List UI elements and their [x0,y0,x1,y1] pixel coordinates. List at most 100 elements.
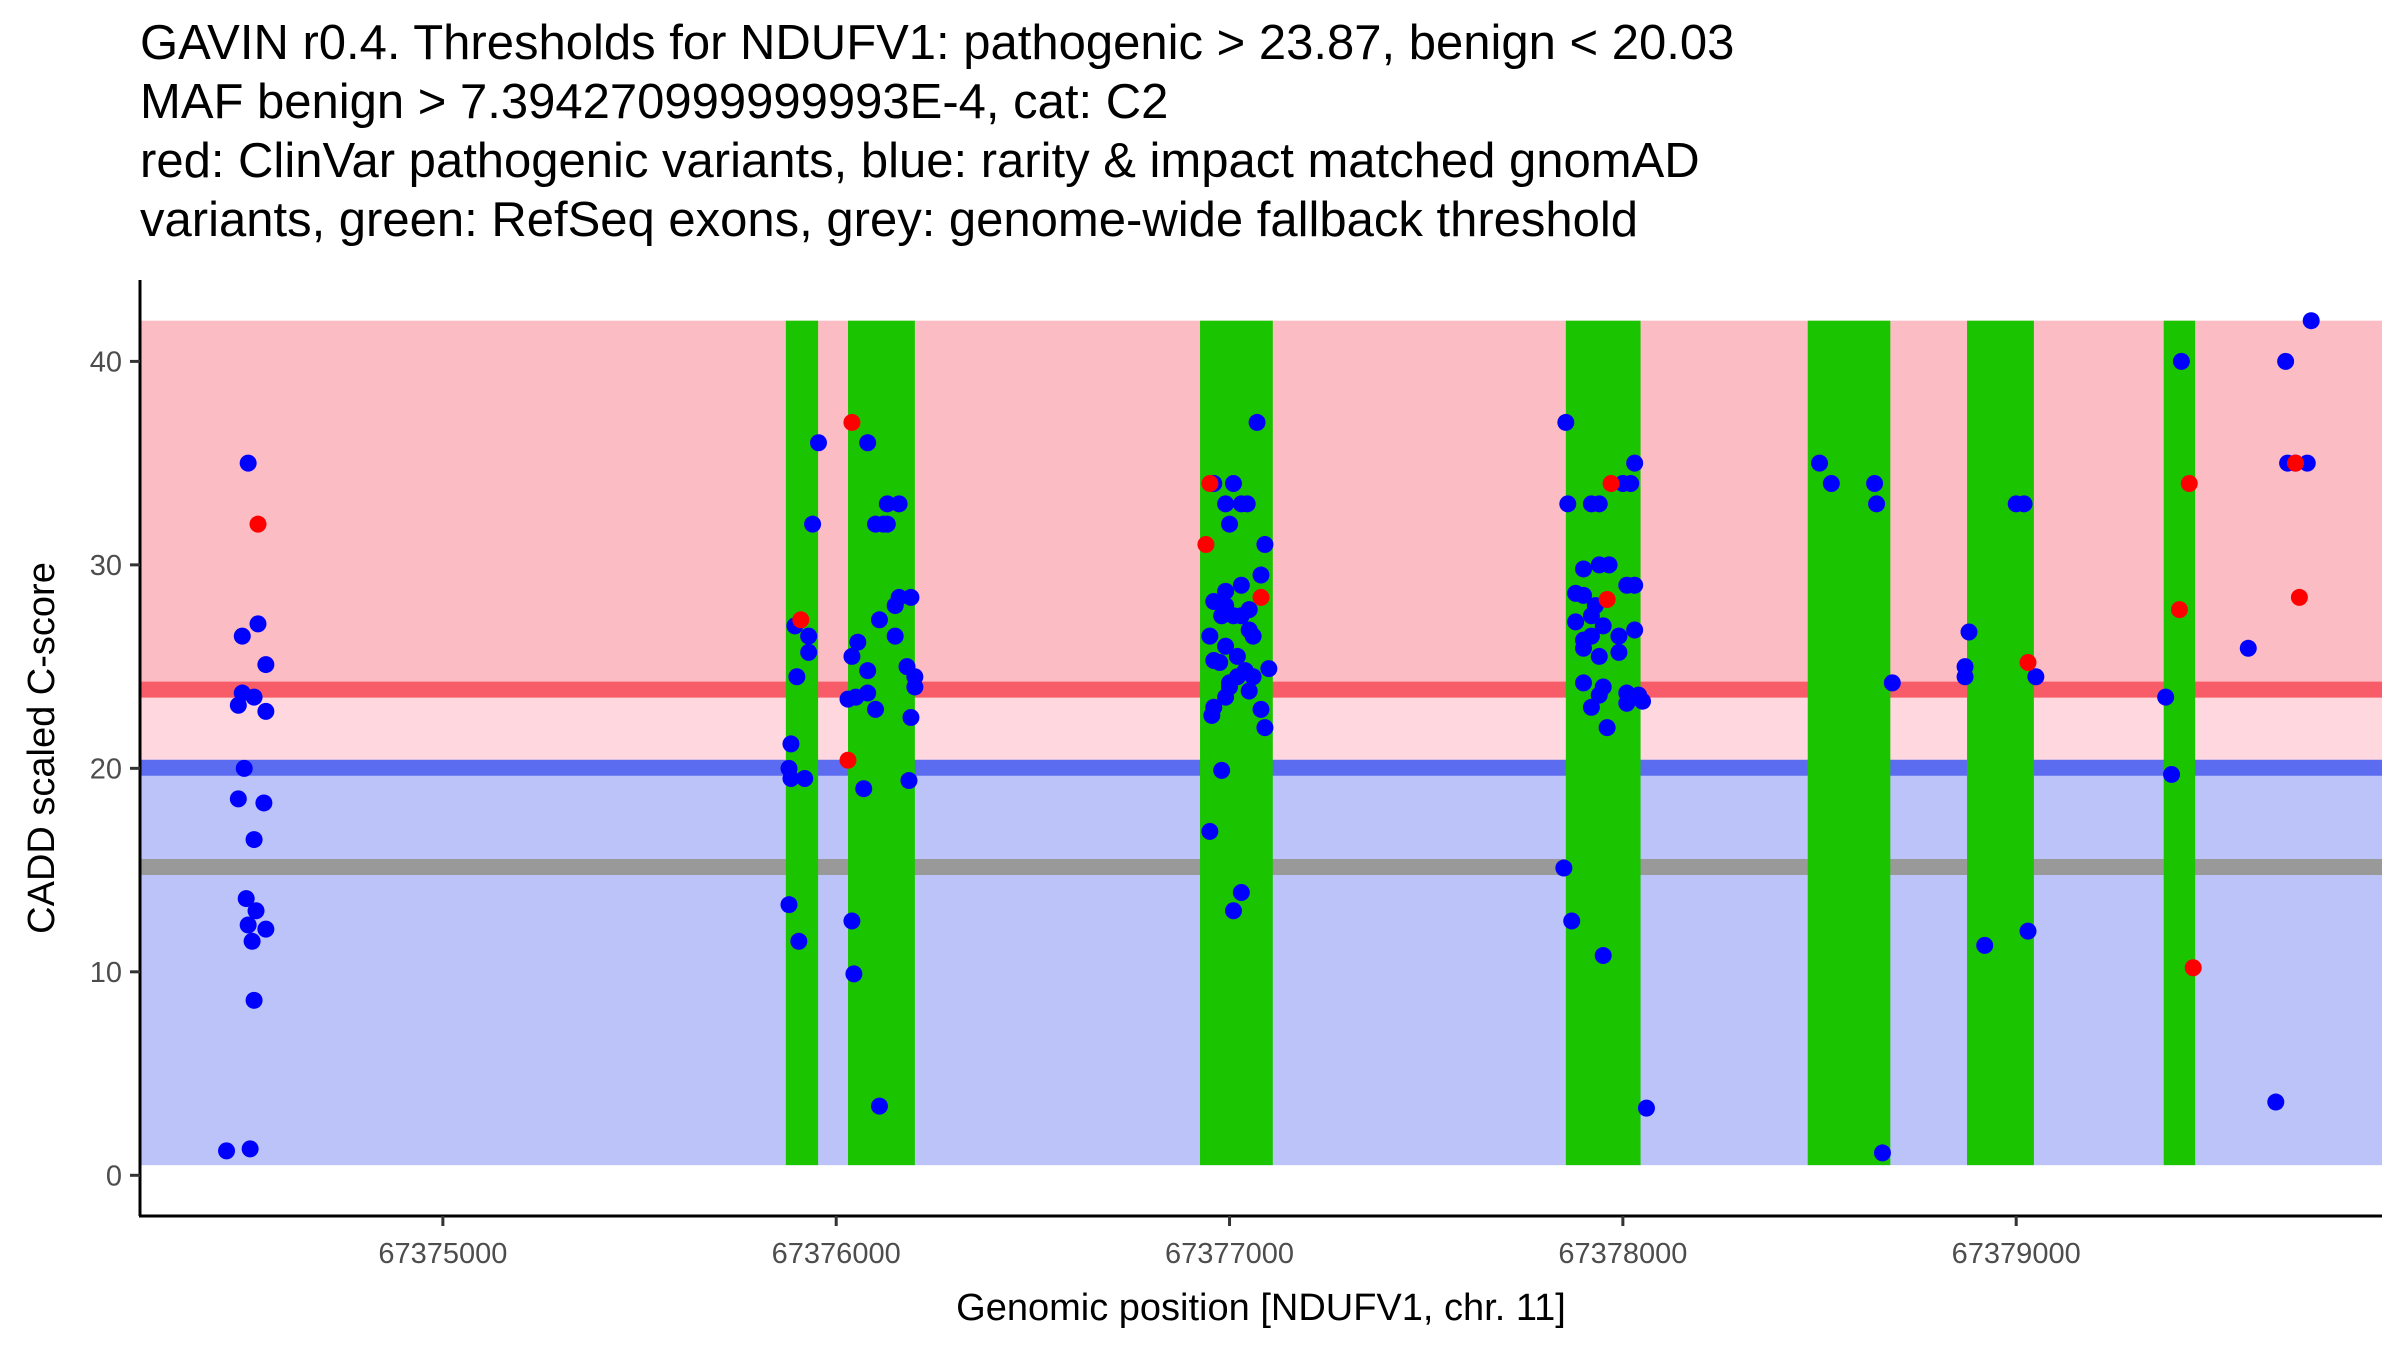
gnomad-point-137 [1614,474,1632,492]
gnomad-point-34 [843,647,861,665]
gnomad-point-133 [1594,947,1612,965]
clinvar-point-9 [1598,590,1616,608]
gnomad-point-93 [1217,688,1235,706]
gnomad-point-12 [229,790,247,808]
gnomad-point-149 [2015,495,2033,513]
axes [138,280,2382,1218]
gnomad-point-43 [870,1097,888,1115]
gnomad-point-62 [1224,474,1242,492]
gnomad-point-131 [1555,859,1573,877]
gnomad-point-26 [800,627,818,645]
clinvar-point-10 [2019,654,2037,672]
gnomad-point-41 [843,912,861,930]
gnomad-point-30 [800,643,818,661]
gnomad-point-157 [2277,352,2295,370]
gnomad-point-47 [878,495,896,513]
gnomad-point-8 [229,696,247,714]
gnomad-point-65 [1221,515,1239,533]
gnomad-point-116 [1610,627,1628,645]
clinvar-point-1 [249,515,267,533]
gnomad-point-10 [257,702,275,720]
gnomad-point-24 [796,770,814,788]
gnomad-point-103 [1590,495,1608,513]
gnomad-point-132 [1563,912,1581,930]
gnomad-point-150 [2027,668,2045,686]
gnomad-point-2 [241,1140,259,1158]
exon-band-6 [1967,320,2034,1166]
x-tick-label: 67378000 [1558,1238,1687,1270]
gnomad-point-161 [2302,312,2320,330]
gnomad-point-134 [1637,1099,1655,1117]
gnomad-point-35 [859,662,877,680]
variant-points [218,312,2320,1162]
chart-title: GAVIN r0.4. Thresholds for NDUFV1: patho… [140,14,2380,250]
clinvar-point-5 [1201,474,1219,492]
clinvar-point-8 [1602,474,1620,492]
gnomad-point-121 [1610,643,1628,661]
gnomad-point-152 [2157,688,2175,706]
gnomad-point-140 [1866,474,1884,492]
gnomad-point-139 [1822,474,1840,492]
gnomad-point-124 [1590,686,1608,704]
gnomad-point-151 [2019,922,2037,940]
gnomad-point-153 [2163,765,2181,783]
gnomad-point-87 [1244,668,1262,686]
x-tick-label: 67376000 [772,1238,901,1270]
gnomad-point-110 [1626,576,1644,594]
gnomad-point-11 [235,759,253,777]
gnomad-point-73 [1213,607,1231,625]
clinvar-point-4 [843,413,861,431]
gnomad-point-66 [1248,413,1266,431]
gnomad-point-97 [1201,822,1219,840]
gnomad-point-44 [859,434,877,452]
clinvar-point-12 [2180,474,2198,492]
gnomad-point-142 [1883,674,1901,692]
gnomad-point-40 [867,700,885,718]
gnomad-point-4 [233,627,251,645]
gnomad-point-98 [1232,883,1250,901]
gnomad-point-37 [839,690,857,708]
clinvar-point-15 [2290,588,2308,606]
gnomad-point-100 [1557,413,1575,431]
gnomad-point-69 [1232,576,1250,594]
gnomad-point-67 [1256,536,1274,554]
gnomad-point-128 [1582,698,1600,716]
gnomad-point-127 [1634,692,1652,710]
title-line-3: red: ClinVar pathogenic variants, blue: … [140,134,1700,188]
gnomad-point-78 [1201,627,1219,645]
gnomad-point-9 [245,688,263,706]
gnomad-point-13 [255,794,273,812]
clinvar-point-3 [839,751,857,769]
gnomad-point-16 [247,902,265,920]
gnomad-point-27 [804,515,822,533]
exon-band-3 [1200,320,1273,1166]
gnomad-point-3 [239,454,257,472]
y-tick-label: 20 [90,753,122,785]
gnomad-point-70 [1217,582,1235,600]
gnomad-point-21 [782,735,800,753]
gnomad-point-117 [1626,621,1644,639]
clinvar-point-6 [1197,536,1215,554]
y-tick-label: 10 [90,957,122,989]
x-tick-label: 67379000 [1952,1238,2081,1270]
gnomad-point-1 [218,1142,236,1160]
gnomad-point-95 [1256,719,1274,737]
gnomad-point-59 [900,772,918,790]
gnomad-point-15 [237,890,255,908]
y-tick-label: 40 [90,346,122,378]
gnomad-point-106 [1575,560,1593,578]
clinvar-point-2 [792,611,810,629]
gnomad-point-76 [1240,601,1258,619]
gnomad-point-136 [1626,454,1644,472]
exon-band-4 [1565,320,1641,1166]
gnomad-point-42 [845,965,863,983]
gnomad-point-49 [878,515,896,533]
gnomad-point-94 [1252,700,1270,718]
gnomad-point-105 [1600,556,1618,574]
axis-ticks: 0 10 20 30 40 67375000 67376000 67377000 6737800… [90,346,2081,1270]
gnomad-point-156 [2267,1093,2285,1111]
y-tick-label: 0 [106,1160,122,1192]
clinvar-point-14 [2286,454,2304,472]
gnomad-point-155 [2239,639,2257,657]
